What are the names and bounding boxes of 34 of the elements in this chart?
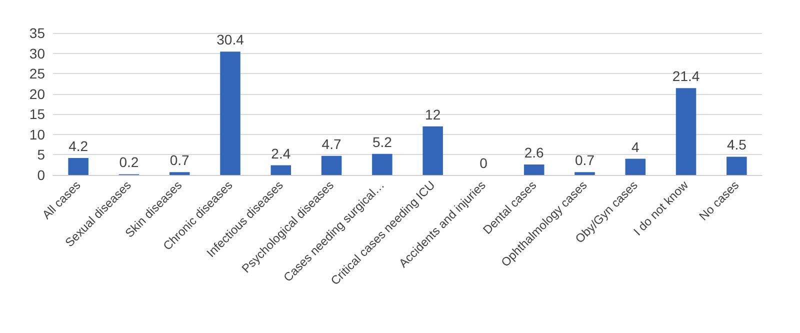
bar [574,172,595,175]
data-label: 0.7 [170,152,190,168]
y-tick-label: 5 [37,146,46,163]
bar [422,126,443,175]
bar [625,158,646,175]
y-tick-label: 30 [29,45,46,62]
data-label: 4.5 [726,136,747,153]
data-label: 12 [425,106,441,122]
data-label: 4.7 [322,136,342,152]
data-label: 0 [480,155,488,171]
data-label: 4.2 [68,138,88,154]
bar [676,88,696,175]
bar [524,164,544,175]
bar [372,154,392,175]
data-label: 0.2 [119,154,139,170]
y-tick-label: 15 [29,106,46,122]
y-tick-label: 35 [29,25,46,41]
data-label: 0.7 [575,152,595,168]
data-label: 30.4 [216,32,244,48]
data-label: 21.4 [672,68,700,84]
y-tick-label: 25 [29,66,46,82]
bar [270,165,292,175]
data-label: 4 [631,138,640,155]
y-tick-label: 0 [37,167,46,183]
bar [220,52,240,175]
y-tick-label: 10 [29,126,46,142]
data-label: 5.2 [372,134,392,150]
bar [726,156,747,175]
bar [68,158,88,175]
y-tick-label: 20 [29,86,46,102]
bar [169,172,190,175]
data-label: 2.6 [524,144,544,160]
bar [321,156,342,175]
data-label: 2.4 [271,145,291,162]
